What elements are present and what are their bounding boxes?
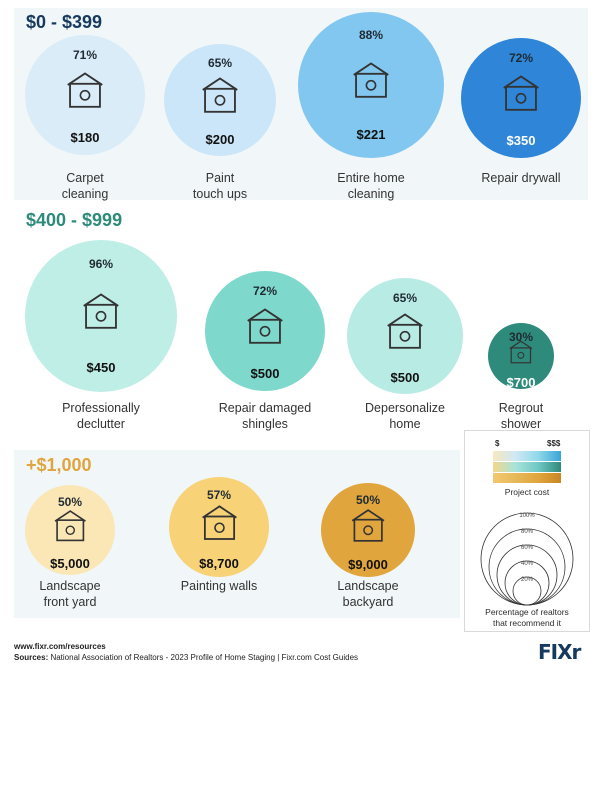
bubble-paint-brush <box>164 44 276 156</box>
boxes-icon <box>83 293 119 329</box>
item-label: Paint touch ups <box>192 171 248 201</box>
footer-sources-text: National Association of Realtors - 2023 … <box>48 653 359 662</box>
legend-ring-label: 100% <box>519 513 535 519</box>
bubble-front-yard <box>25 485 115 575</box>
bubble-home-cleaning <box>298 12 444 158</box>
percent-label: 57% <box>206 488 232 502</box>
percent-label: 65% <box>392 290 418 305</box>
bubble-drywall-tools <box>461 38 581 158</box>
footer-sources: Sources: National Association of Realtor… <box>14 653 358 662</box>
carpet-cleaning-icon <box>67 72 103 108</box>
bubble-carpet-cleaning <box>25 35 145 155</box>
paint-brush-icon <box>202 77 238 113</box>
footer-url[interactable]: www.fixr.com/resources <box>14 642 106 651</box>
section-title: +$1,000 <box>26 455 92 475</box>
percent-label: 50% <box>355 493 381 508</box>
home-cleaning-icon <box>353 62 389 98</box>
front-yard-icon <box>54 509 86 541</box>
price-label: $200 <box>205 132 235 148</box>
item-label: Entire home cleaning <box>337 171 405 201</box>
price-label: $450 <box>86 360 116 376</box>
price-label: $180 <box>70 129 100 145</box>
section-title: $400 - $999 <box>26 210 123 230</box>
legend-ring-label: 60% <box>521 545 534 551</box>
percent-label: 30% <box>508 330 534 345</box>
price-label: $221 <box>356 127 386 143</box>
item-label: Landscape front yard <box>39 579 101 609</box>
item-label: Depersonalize home <box>365 401 445 431</box>
fixr-logo: FIXr <box>538 640 581 664</box>
shower-icon <box>509 340 533 364</box>
bubble-boxes <box>25 240 177 392</box>
price-label: $500 <box>250 365 280 381</box>
percent-label: 71% <box>72 48 98 63</box>
item-label: Regrout shower <box>498 401 544 431</box>
painting-walls-icon <box>201 504 237 540</box>
drywall-tools-icon <box>503 75 539 111</box>
legend-cost-high: $$$ <box>547 439 561 448</box>
price-label: $5,000 <box>50 556 90 572</box>
section-title: $0 - $399 <box>26 12 103 32</box>
price-label: $8,700 <box>199 556 239 571</box>
legend-cost-low: $ <box>495 439 500 448</box>
item-label: Repair damaged shingles <box>218 401 312 431</box>
footer-sources-label: Sources: <box>14 653 49 662</box>
bubble-shingles <box>205 271 325 391</box>
legend: $ $$$ Project cost 100% 80% 60% 40% 20% … <box>464 430 590 632</box>
legend-cost-title: Project cost <box>504 487 550 497</box>
legend-size-title: Percentage of realtors that recommend it <box>485 607 569 628</box>
percent-label: 72% <box>508 51 534 66</box>
bubble-shower <box>488 323 554 389</box>
price-label: $500 <box>390 369 420 385</box>
person-home-icon <box>387 313 423 349</box>
percent-label: 88% <box>358 28 384 43</box>
percent-label: 65% <box>207 56 233 71</box>
legend-ring-label: 40% <box>521 561 534 567</box>
legend-ring-label: 20% <box>521 577 534 583</box>
bubble-backyard <box>321 483 415 577</box>
price-label: $350 <box>506 132 536 148</box>
item-label: Painting walls <box>180 579 258 593</box>
legend-color-grid <box>493 451 561 483</box>
bubble-painting-walls <box>169 477 269 577</box>
item-label: Landscape backyard <box>337 579 399 609</box>
item-label: Carpet cleaning <box>61 171 109 201</box>
item-label: Repair drywall <box>481 171 561 185</box>
percent-label: 50% <box>57 494 83 509</box>
legend-size-rings: 100% 80% 60% 40% 20% <box>480 512 574 606</box>
bubble-person-home <box>347 278 463 394</box>
price-label: $700 <box>506 375 536 391</box>
legend-ring-label: 80% <box>521 529 534 535</box>
backyard-icon <box>351 508 385 542</box>
shingles-icon <box>247 308 283 344</box>
percent-label: 96% <box>88 256 114 271</box>
price-label: $9,000 <box>348 557 388 573</box>
percent-label: 72% <box>252 284 278 299</box>
item-label: Professionally declutter <box>62 401 140 431</box>
